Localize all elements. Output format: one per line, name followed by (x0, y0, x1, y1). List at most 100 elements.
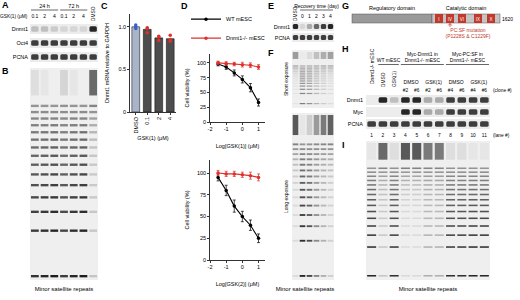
svg-text:H: H (342, 44, 349, 54)
svg-text:0: 0 (203, 257, 206, 263)
svg-text:50: 50 (200, 213, 206, 219)
svg-text:Dnmt1: Dnmt1 (274, 24, 290, 30)
svg-text:0: 0 (241, 264, 244, 270)
svg-text:DMSO: DMSO (293, 6, 298, 21)
svg-text:GSK(1): GSK(1) (470, 79, 487, 85)
svg-text:-1: -1 (224, 126, 229, 132)
svg-text:0: 0 (301, 13, 304, 19)
svg-text:Cell viability (%): Cell viability (%) (184, 68, 190, 107)
svg-text:0: 0 (123, 109, 126, 115)
svg-text:1: 1 (370, 133, 373, 138)
svg-text:DMSO: DMSO (381, 72, 386, 87)
svg-text:I: I (438, 17, 439, 22)
svg-text:IV: IV (448, 17, 452, 22)
svg-text:#2: #2 (425, 88, 431, 93)
svg-text:3: 3 (393, 133, 396, 138)
svg-text:DMSO: DMSO (133, 116, 139, 133)
svg-text:2: 2 (382, 133, 385, 138)
svg-text:Cell viability (%): Cell viability (%) (184, 190, 190, 229)
svg-text:7: 7 (438, 133, 441, 138)
svg-text:3: 3 (322, 13, 325, 19)
svg-text:1: 1 (257, 264, 260, 270)
svg-text:(P1228S & C1229F): (P1228S & C1229F) (445, 33, 490, 39)
svg-text:B: B (2, 66, 9, 76)
svg-text:0.5: 0.5 (118, 66, 126, 72)
svg-text:PCNA: PCNA (348, 121, 364, 127)
svg-text:X: X (489, 17, 492, 22)
svg-text:#6: #6 (414, 88, 420, 93)
svg-text:10: 10 (470, 133, 476, 138)
svg-text:75: 75 (200, 192, 206, 198)
svg-text:DMSO: DMSO (404, 79, 419, 85)
svg-text:A: A (2, 0, 9, 10)
svg-text:0: 0 (241, 126, 244, 132)
svg-text:Dnmt1-/- mESC: Dnmt1-/- mESC (450, 57, 486, 63)
svg-text:2: 2 (156, 117, 162, 120)
svg-text:Dnmt1-/- mESC: Dnmt1-/- mESC (405, 57, 441, 63)
svg-text:G: G (342, 1, 349, 11)
svg-text:Short exposure: Short exposure (283, 62, 289, 96)
svg-text:24 h: 24 h (39, 3, 50, 9)
svg-text:Catalytic domain: Catalytic domain (446, 5, 487, 11)
svg-text:VI: VI (460, 17, 464, 22)
svg-text:1: 1 (257, 126, 260, 132)
svg-text:2: 2 (315, 13, 318, 19)
svg-text:C: C (101, 1, 108, 11)
svg-text:25: 25 (200, 104, 206, 110)
svg-text:11: 11 (482, 133, 487, 138)
svg-text:Log[GSK(2)] (μM): Log[GSK(2)] (μM) (216, 281, 260, 287)
svg-text:4: 4 (167, 117, 173, 120)
svg-text:6: 6 (427, 133, 430, 138)
svg-text:I: I (342, 140, 345, 150)
svg-text:WT mESC: WT mESC (226, 16, 252, 22)
svg-text:PCNA: PCNA (13, 54, 29, 60)
svg-text:Log[GSK(1)] (μM): Log[GSK(1)] (μM) (216, 143, 260, 149)
svg-text:Dnmt1: Dnmt1 (347, 97, 363, 103)
svg-text:75: 75 (200, 75, 206, 81)
svg-text:GSK(1): GSK(1) (392, 71, 397, 87)
svg-text:0.1: 0.1 (144, 117, 150, 125)
svg-text:100: 100 (197, 60, 206, 66)
svg-text:Dnmt1-/- mESC: Dnmt1-/- mESC (369, 48, 375, 84)
svg-text:100: 100 (197, 170, 206, 176)
svg-text:Long exposure: Long exposure (283, 180, 289, 213)
svg-text:IX: IX (476, 17, 480, 22)
svg-text:2: 2 (43, 13, 46, 19)
svg-text:#6: #6 (482, 88, 488, 93)
svg-text:GSK(1) (μM): GSK(1) (μM) (137, 136, 168, 142)
svg-text:Minor satellite repeats: Minor satellite repeats (276, 286, 335, 292)
svg-text:-2: -2 (208, 126, 213, 132)
svg-text:-2: -2 (208, 264, 213, 270)
svg-text:PCNA: PCNA (275, 35, 291, 41)
svg-text:4: 4 (329, 13, 332, 19)
svg-text:1620: 1620 (502, 16, 513, 22)
svg-text:-1: -1 (224, 264, 229, 270)
svg-text:Myc: Myc (353, 109, 363, 115)
svg-text:1: 1 (308, 13, 311, 19)
svg-text:#4: #4 (470, 88, 476, 93)
svg-text:4: 4 (53, 13, 56, 19)
svg-text:4: 4 (82, 13, 85, 19)
svg-text:Recovery time (day): Recovery time (day) (294, 3, 339, 9)
svg-text:72 h: 72 h (68, 3, 79, 9)
svg-text:8: 8 (449, 133, 452, 138)
svg-text:(lane #): (lane #) (493, 133, 510, 138)
svg-text:E: E (268, 1, 274, 11)
svg-text:5: 5 (415, 133, 418, 138)
svg-text:1.0: 1.0 (118, 24, 126, 30)
svg-text:Dnmt1: Dnmt1 (12, 26, 28, 32)
svg-text:Oct4: Oct4 (16, 40, 28, 46)
svg-text:0.1: 0.1 (31, 13, 38, 19)
svg-text:WT mESC: WT mESC (377, 57, 401, 63)
svg-text:#2: #2 (403, 88, 409, 93)
svg-text:9: 9 (460, 133, 463, 138)
svg-text:F: F (268, 48, 274, 58)
svg-text:Minor satellite repeats: Minor satellite repeats (399, 286, 458, 292)
svg-text:GSK(1): GSK(1) (425, 79, 442, 85)
svg-text:(clone #): (clone #) (493, 88, 512, 93)
svg-text:GSK(1) (μM): GSK(1) (μM) (0, 14, 28, 19)
svg-text:0: 0 (203, 119, 206, 125)
svg-text:#6: #6 (437, 88, 443, 93)
svg-text:#4: #4 (448, 88, 454, 93)
svg-text:0.1: 0.1 (61, 13, 68, 19)
